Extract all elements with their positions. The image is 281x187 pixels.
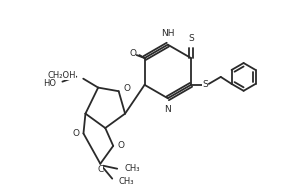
Text: HO: HO: [44, 79, 56, 88]
Text: O: O: [124, 84, 131, 93]
Text: S: S: [202, 80, 208, 89]
Text: NH: NH: [161, 29, 175, 38]
Text: CH₂OH: CH₂OH: [48, 71, 76, 80]
Text: O: O: [72, 129, 80, 138]
Text: C: C: [97, 165, 103, 174]
Text: N: N: [164, 105, 171, 114]
Text: S: S: [188, 34, 194, 43]
Text: O: O: [117, 141, 124, 150]
Text: CH₃: CH₃: [124, 164, 140, 173]
Text: CH₃: CH₃: [118, 177, 134, 186]
Text: O: O: [129, 49, 136, 58]
